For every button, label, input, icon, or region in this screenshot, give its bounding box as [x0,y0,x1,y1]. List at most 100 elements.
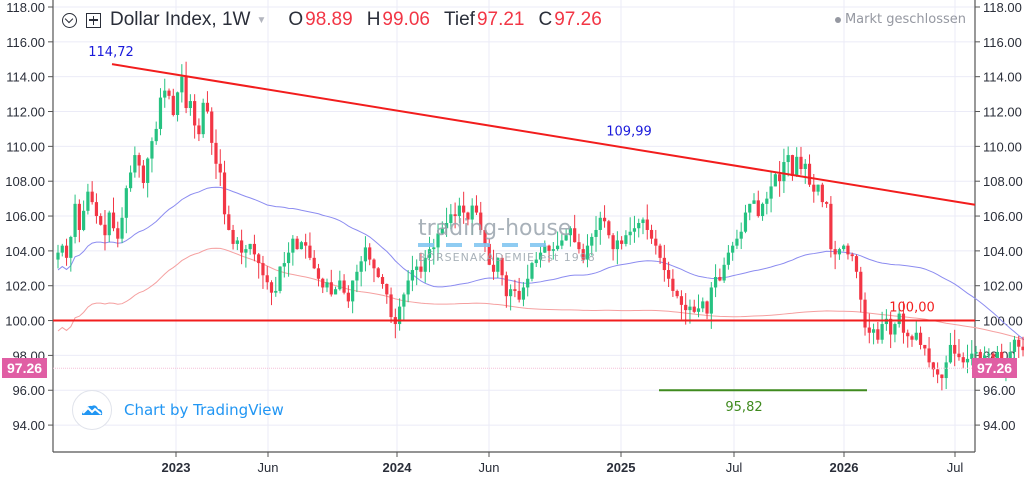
y-axis-label-right: 96.00 [983,383,1016,398]
candle-body [107,212,111,236]
candle-body [167,90,171,96]
candle-body [513,289,517,291]
candle-body [662,257,666,271]
y-axis-label-left: 102.00 [5,279,45,294]
candle-body [530,263,534,279]
candle-body [158,97,163,129]
candle-body [803,163,807,170]
last-price-tag-right: 97.26 [972,358,1018,379]
candle-body [56,252,60,260]
candle-body [607,221,611,236]
candle-body [214,142,218,164]
candle-body [551,249,555,251]
y-axis-label-left: 106.00 [5,209,45,224]
y-axis-label-left: 118.00 [6,0,45,15]
candle-body [970,353,974,359]
candle-body [402,294,406,307]
plot-area [53,0,975,452]
candle-body [474,205,479,213]
candle-body [953,344,957,354]
x-axis-label: 2023 [162,460,191,475]
candle-body [94,202,99,217]
candle-body [961,357,965,363]
y-axis-label-right: 118.00 [983,0,1022,15]
candle-body [521,287,526,300]
candle-body [731,245,735,253]
candle-body [351,280,355,302]
candle-body [957,353,961,358]
candle-body [965,358,970,363]
candle-body [491,264,496,272]
candle-body [658,245,662,258]
y-axis-label-left: 94.00 [12,418,45,433]
candle-body [944,362,948,379]
symbol-title[interactable]: Dollar Index, 1W [110,9,251,30]
y-axis-label-left: 114.00 [6,70,45,85]
y-axis-label-right: 112.00 [983,105,1022,120]
candle-body [991,353,995,359]
candle-body [210,111,214,143]
y-axis-label-right: 116.00 [983,35,1022,50]
candle-body [641,219,645,224]
market-status-text: Markt geschlossen [844,12,966,27]
candle-body [948,344,953,363]
tradingview-attribution[interactable]: Chart by TradingView [72,390,284,430]
x-axis-label: 2026 [830,460,859,475]
candle-body [667,270,671,279]
chart-legend: Dollar Index, 1W ▼ O 98.89 H 99.06 Tief 97.… [62,9,616,31]
interval-dropdown-icon[interactable]: ▼ [256,14,267,26]
candle-body [649,229,654,239]
y-axis-label-left: 96.00 [12,383,45,398]
candle-body [64,245,69,258]
candle-body [205,102,210,112]
candle-body [816,184,820,192]
candle-body [73,203,77,237]
candle-body [244,249,248,253]
candle-body [632,228,637,232]
candle-body [590,236,594,246]
candle-body [854,256,859,272]
candle-body [692,306,696,312]
ma-50-line [57,186,1024,341]
candle-body [77,203,81,230]
y-axis-label-right: 104.00 [983,244,1023,259]
candle-body [842,245,846,250]
candle-body [188,101,192,109]
candle-body [265,275,269,283]
candle-body [760,203,765,217]
candle-body [462,205,466,213]
candle-body [299,242,303,250]
close-value: 97.26 [554,9,602,30]
candle-body [543,245,547,253]
x-axis-label: Jul [947,460,964,475]
candle-body [871,329,876,333]
candle-body [897,313,901,325]
candle-body [786,155,790,163]
y-axis-label-right: 110.00 [983,139,1022,154]
candle-body [906,332,910,337]
candle-body [769,186,773,199]
candle-body [321,278,325,288]
candle-body [184,76,188,109]
candle-body [987,353,991,356]
candle-body [825,202,829,204]
market-status: Markt geschlossen [834,12,966,27]
y-axis-label-left: 110.00 [6,139,45,154]
x-axis-label: 2025 [607,460,636,475]
candle-body [116,228,120,239]
candle-body [526,278,530,288]
candle-body [316,268,321,279]
candle-body [850,254,854,257]
x-axis-label: Jun [258,460,279,475]
candle-body [346,292,350,302]
candle-body [295,238,299,250]
candle-body [261,263,265,276]
y-axis-label-right: 108.00 [983,174,1023,189]
candle-body [197,125,201,135]
candle-body [718,277,722,281]
status-dot-icon [834,16,841,23]
compare-add-icon[interactable] [86,12,101,28]
candle-body [547,245,551,251]
collapse-chevron-icon[interactable] [62,12,77,28]
